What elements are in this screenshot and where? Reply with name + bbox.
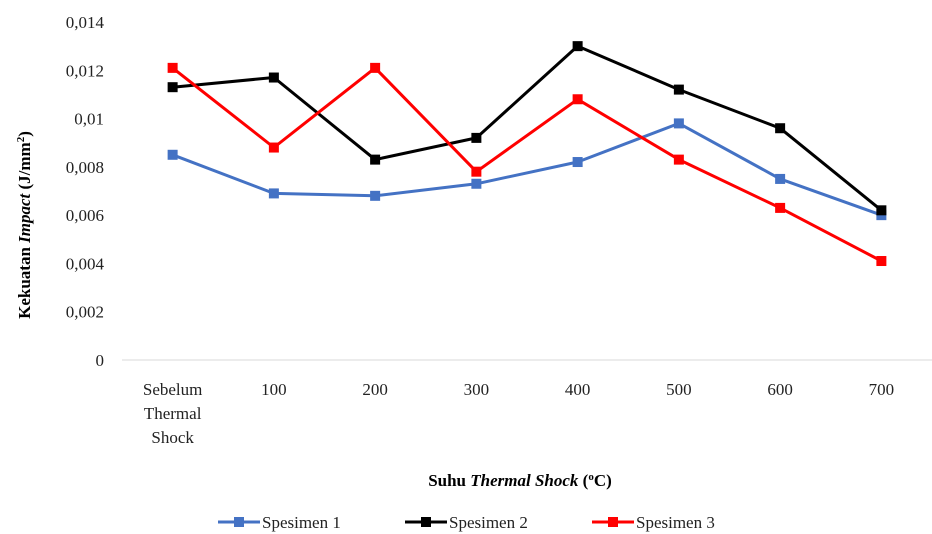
y-axis-title: Kekuatan Impact (J/mm2) — [15, 131, 34, 319]
legend-label: Spesimen 1 — [262, 513, 341, 532]
x-tick-label: Sebelum Thermal Shock — [143, 380, 203, 447]
y-tick-labels: 0 0,002 0,004 0,006 0,008 0,01 0,012 0,014 — [66, 13, 105, 370]
data-point — [471, 132, 482, 143]
x-tick-label: 400 — [565, 380, 591, 399]
x-tick-label: 300 — [464, 380, 490, 399]
data-point — [167, 149, 178, 160]
y-tick-label: 0,01 — [74, 110, 104, 129]
data-point — [673, 154, 684, 165]
data-point — [370, 154, 381, 165]
data-point — [268, 72, 279, 83]
y-tick-label: 0,006 — [66, 206, 104, 225]
legend-swatch-marker — [421, 517, 431, 527]
data-point — [167, 62, 178, 73]
legend-swatch-marker — [234, 517, 244, 527]
legend-swatch-marker — [608, 517, 618, 527]
series-2 — [167, 41, 887, 216]
data-point — [167, 82, 178, 93]
data-point — [775, 202, 786, 213]
legend-item: Spesimen 2 — [405, 513, 528, 532]
y-tick-label: 0,008 — [66, 158, 104, 177]
data-point — [673, 118, 684, 129]
legend-label: Spesimen 3 — [636, 513, 715, 532]
data-point — [471, 178, 482, 189]
x-tick-label: 600 — [767, 380, 793, 399]
data-point — [673, 84, 684, 95]
x-tick-label: 700 — [869, 380, 895, 399]
y-tick-label: 0,012 — [66, 61, 104, 80]
x-axis-title: Suhu Thermal Shock (oC) — [428, 471, 612, 490]
x-tick-labels: Sebelum Thermal Shock 100 200 300 400 500 600 700 — [143, 380, 894, 447]
data-point — [471, 166, 482, 177]
y-tick-label: 0,014 — [66, 13, 105, 32]
data-point — [572, 157, 583, 168]
series-group — [167, 41, 887, 267]
data-point — [572, 41, 583, 52]
series-line — [172, 121, 882, 217]
data-point — [572, 94, 583, 105]
data-point — [268, 142, 279, 153]
data-point — [370, 190, 381, 201]
y-tick-label: 0 — [96, 351, 105, 370]
x-tick-label: 500 — [666, 380, 692, 399]
y-tick-label: 0,002 — [66, 303, 104, 322]
data-point — [775, 173, 786, 184]
series-line — [172, 44, 883, 212]
legend: Spesimen 1 Spesimen 2 Spesimen 3 — [218, 513, 715, 532]
legend-label: Spesimen 2 — [449, 513, 528, 532]
data-point — [268, 188, 279, 199]
x-tick-label: 100 — [261, 380, 287, 399]
data-point — [775, 123, 786, 134]
y-tick-label: 0,004 — [66, 254, 105, 273]
data-point — [876, 205, 887, 216]
series-3 — [167, 62, 887, 267]
data-point — [876, 256, 887, 267]
legend-item: Spesimen 1 — [218, 513, 341, 532]
x-tick-label: 200 — [362, 380, 388, 399]
legend-item: Spesimen 3 — [592, 513, 715, 532]
data-point — [370, 62, 381, 73]
series-line — [171, 66, 883, 263]
